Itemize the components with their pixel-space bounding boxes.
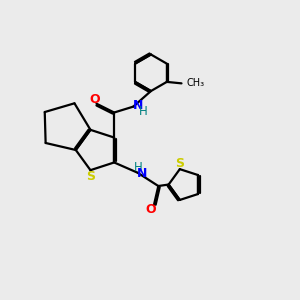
Text: O: O <box>90 93 100 106</box>
Text: CH₃: CH₃ <box>187 78 205 88</box>
Text: N: N <box>137 167 148 180</box>
Text: S: S <box>86 170 95 183</box>
Text: H: H <box>134 161 143 174</box>
Text: S: S <box>175 157 184 170</box>
Text: O: O <box>146 203 156 216</box>
Text: N: N <box>133 99 143 112</box>
Text: H: H <box>139 105 148 118</box>
